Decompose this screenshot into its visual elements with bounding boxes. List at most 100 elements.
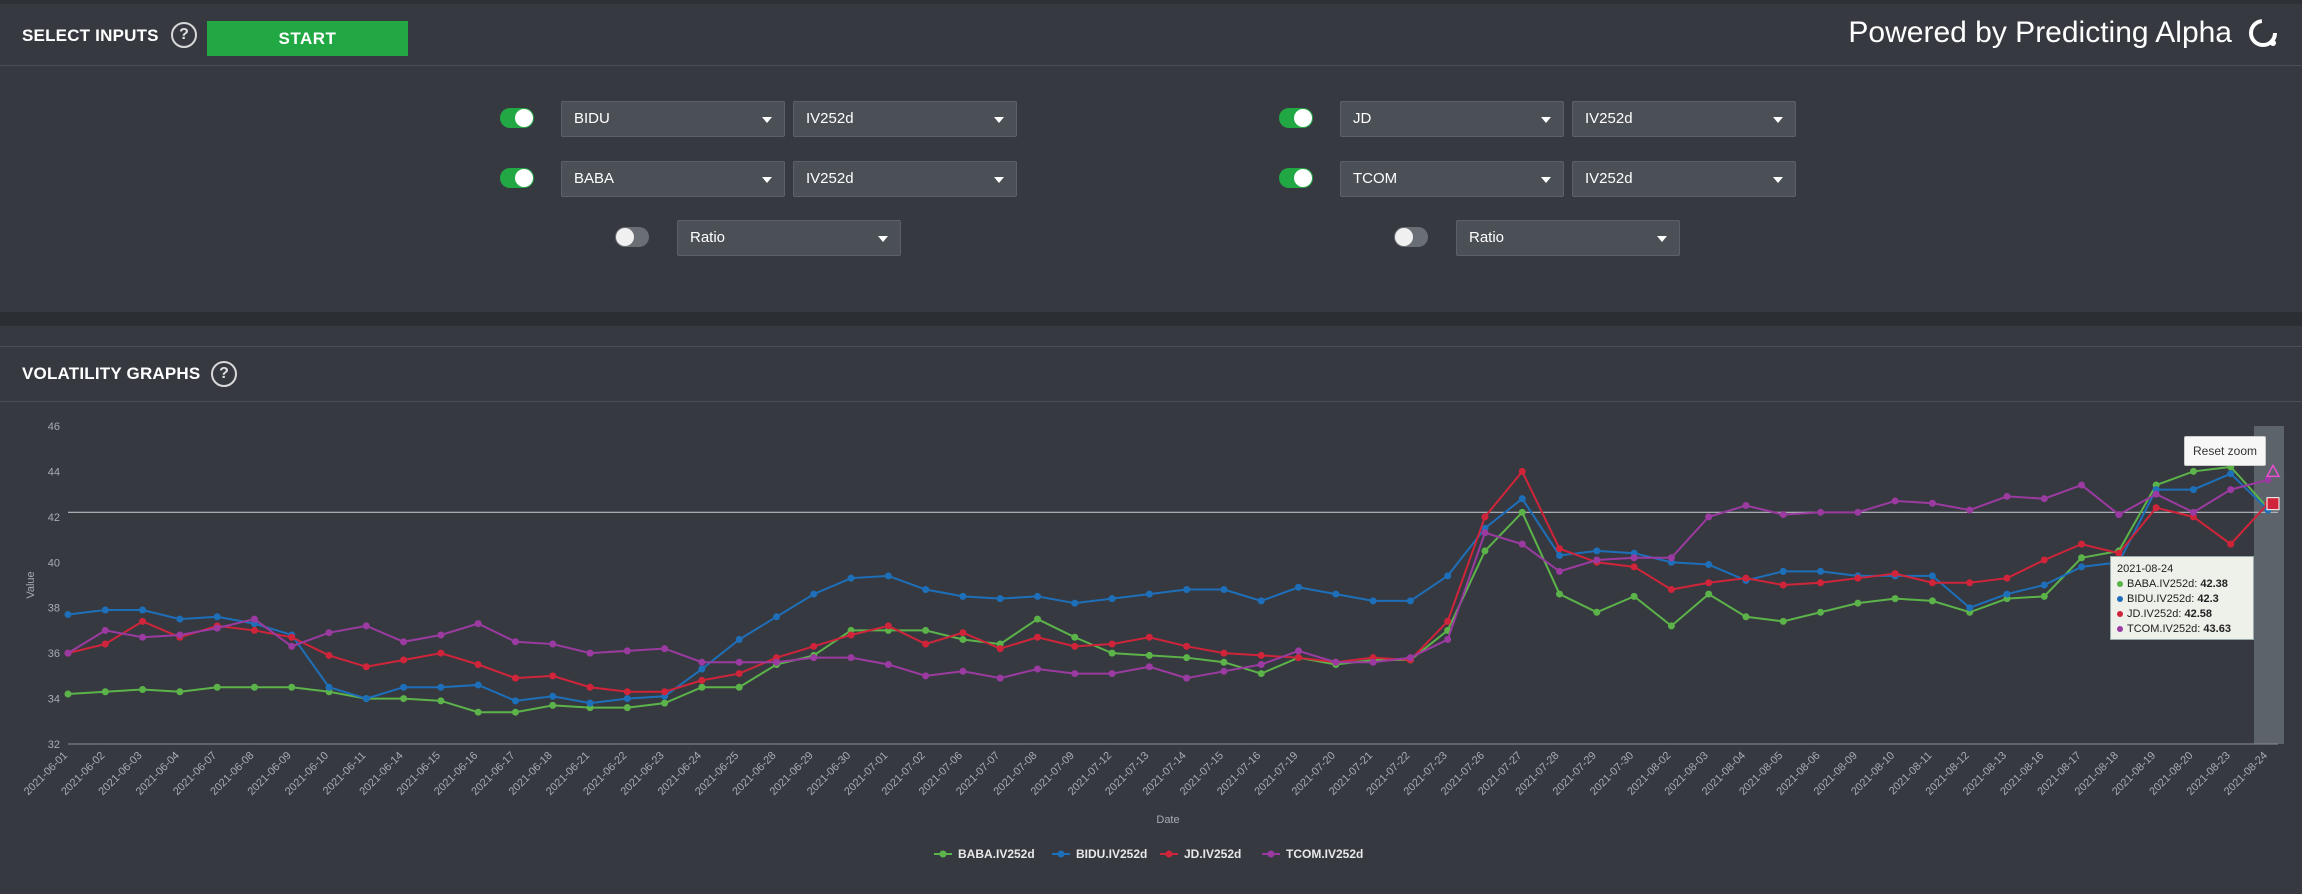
help-icon[interactable]: ? — [211, 361, 237, 387]
data-point-jd — [2078, 540, 2086, 548]
help-icon[interactable]: ? — [171, 22, 197, 48]
ticker-select-baba[interactable]: BABA — [561, 161, 785, 197]
metric-select-tcom[interactable]: IV252d — [1572, 161, 1796, 197]
data-point-tcom — [1556, 567, 1564, 575]
section-title: SELECT INPUTS — [22, 26, 159, 45]
data-point-baba — [698, 683, 706, 691]
data-point-tcom — [847, 654, 855, 662]
data-point-bidu — [1145, 590, 1153, 598]
data-point-bidu — [847, 574, 855, 582]
toggle-baba[interactable] — [500, 168, 534, 188]
data-point-tcom — [176, 631, 184, 639]
data-point-baba — [1928, 597, 1936, 605]
data-point-tcom — [1854, 508, 1862, 516]
chevron-down-icon — [1541, 177, 1551, 183]
data-point-bidu — [1071, 599, 1079, 607]
data-point-jd — [2152, 504, 2160, 512]
data-point-tcom — [1108, 670, 1116, 678]
data-point-baba — [176, 688, 184, 696]
data-point-baba — [1593, 608, 1601, 616]
tooltip-value: 42.58 — [2184, 608, 2213, 620]
data-point-baba — [922, 626, 930, 634]
data-point-jd — [1108, 640, 1116, 648]
data-point-jd — [2003, 574, 2011, 582]
legend-item[interactable]: JD.IV252d — [1184, 847, 1241, 861]
data-point-tcom — [2152, 490, 2160, 498]
data-point-jd — [362, 663, 370, 671]
data-point-bidu — [959, 592, 967, 600]
data-point-baba — [437, 697, 445, 705]
section-title: VOLATILITY GRAPHS — [22, 364, 201, 383]
data-point-tcom — [250, 615, 258, 623]
select-value: JD — [1353, 110, 1372, 127]
data-point-bidu — [1779, 567, 1787, 575]
data-point-jd — [474, 661, 482, 668]
data-point-baba — [735, 683, 743, 691]
data-point-tcom — [1071, 670, 1079, 678]
data-point-jd — [2227, 540, 2235, 548]
data-point-tcom — [1033, 665, 1041, 673]
start-button[interactable]: START — [207, 21, 408, 56]
tooltip-row-tcom: TCOM.IV252d: 43.63 — [2117, 622, 2247, 637]
series-dot-icon — [2117, 581, 2123, 588]
metric-select-jd[interactable]: IV252d — [1572, 101, 1796, 137]
metric-select-baba[interactable]: IV252d — [793, 161, 1017, 197]
legend-item[interactable]: BABA.IV252d — [958, 847, 1035, 861]
legend-item[interactable]: BIDU.IV252d — [1076, 847, 1147, 861]
data-point-jd — [1966, 579, 1974, 587]
data-point-jd — [661, 688, 669, 696]
series-dot-icon — [2117, 611, 2123, 618]
data-point-jd — [1220, 649, 1228, 657]
data-point-baba — [1742, 613, 1750, 621]
data-point-bidu — [1332, 590, 1340, 598]
data-point-tcom — [735, 658, 743, 666]
data-point-bidu — [1444, 572, 1452, 580]
ticker-select-bidu[interactable]: BIDU — [561, 101, 785, 137]
brand-text: Powered by Predicting Alpha — [1848, 16, 2232, 49]
ticker-select-tcom[interactable]: TCOM — [1340, 161, 1564, 197]
data-point-jd — [1257, 651, 1265, 659]
toggle-bidu[interactable] — [500, 108, 534, 128]
data-point-jd — [139, 617, 147, 625]
legend-item[interactable]: TCOM.IV252d — [1286, 847, 1363, 861]
data-point-bidu — [325, 683, 333, 691]
tooltip-value: 43.63 — [2203, 623, 2231, 635]
data-point-bidu — [2227, 470, 2235, 478]
chevron-down-icon — [994, 177, 1004, 183]
data-point-jd — [1556, 545, 1564, 553]
data-point-tcom — [1630, 554, 1638, 562]
data-point-tcom — [1928, 499, 1936, 507]
toggle-ratio-left[interactable] — [615, 227, 649, 247]
tooltip-row-bidu: BIDU.IV252d: 42.3 — [2117, 592, 2247, 607]
data-point-tcom — [64, 649, 72, 657]
y-tick-label: 42 — [48, 512, 60, 524]
metric-select-bidu[interactable]: IV252d — [793, 101, 1017, 137]
toggle-jd[interactable] — [1279, 108, 1313, 128]
data-point-tcom — [884, 661, 892, 668]
data-point-jd — [549, 672, 557, 680]
data-point-bidu — [101, 606, 109, 614]
ratio-select-left[interactable]: Ratio — [677, 220, 901, 256]
toggle-knob — [616, 228, 634, 246]
data-point-tcom — [101, 626, 109, 634]
toggle-tcom[interactable] — [1279, 168, 1313, 188]
reset-zoom-button[interactable]: Reset zoom — [2184, 436, 2266, 466]
data-point-baba — [661, 699, 669, 707]
data-point-bidu — [1518, 495, 1526, 503]
data-point-jd — [847, 631, 855, 639]
data-point-tcom — [698, 658, 706, 666]
data-point-tcom — [437, 631, 445, 639]
data-point-bidu — [362, 695, 370, 703]
chevron-down-icon — [1541, 117, 1551, 123]
data-point-bidu — [772, 613, 780, 621]
ratio-select-right[interactable]: Ratio — [1456, 220, 1680, 256]
toggle-ratio-right[interactable] — [1394, 227, 1428, 247]
data-point-tcom — [1220, 667, 1228, 675]
data-point-bidu — [922, 586, 930, 594]
data-point-jd — [922, 640, 930, 648]
ticker-select-jd[interactable]: JD — [1340, 101, 1564, 137]
select-value: Ratio — [690, 229, 726, 246]
data-point-baba — [1108, 649, 1116, 657]
data-point-tcom — [1295, 647, 1303, 655]
